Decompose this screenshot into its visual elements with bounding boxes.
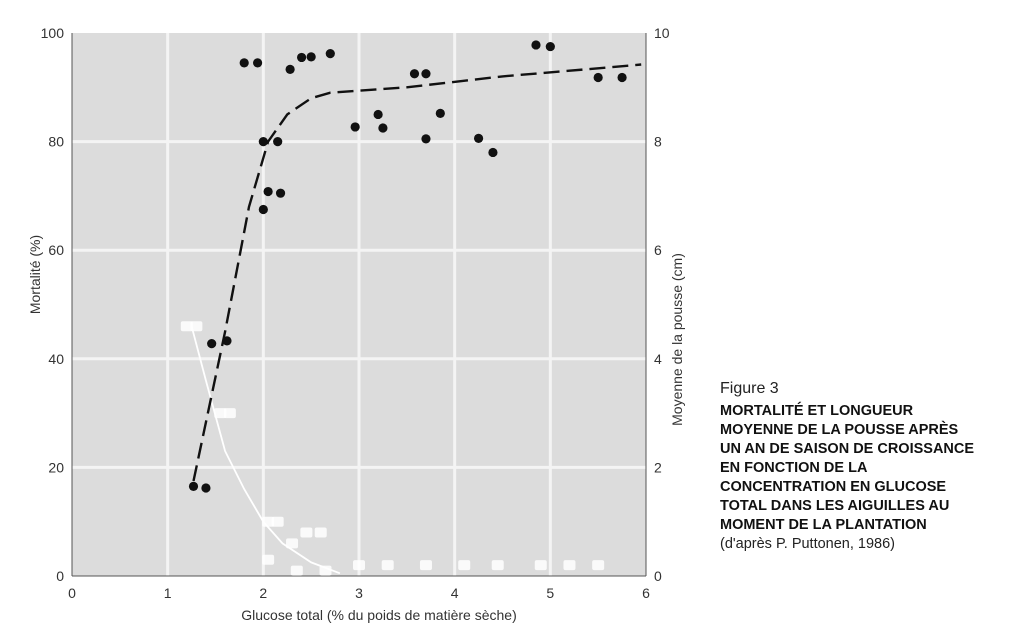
- mortality-point: [378, 123, 388, 133]
- growth-point: [353, 560, 365, 571]
- x-tick-label: 3: [355, 585, 363, 601]
- mortality-point: [258, 137, 268, 147]
- growth-point: [290, 565, 303, 576]
- growth-point: [491, 560, 504, 571]
- growth-point: [381, 560, 394, 571]
- mortality-point: [263, 186, 273, 197]
- mortality-point: [325, 49, 335, 59]
- mortality-series: [188, 40, 642, 493]
- x-tick-label: 1: [164, 585, 172, 601]
- y-left-tick-label: 100: [41, 25, 65, 41]
- growth-point: [592, 560, 605, 571]
- y-right-tick-label: 10: [654, 25, 670, 41]
- mortality-point: [275, 188, 286, 198]
- axes: [71, 33, 647, 577]
- mortality-point: [617, 72, 627, 83]
- x-axis-title: Glucose total (% du poids de matière sèc…: [241, 607, 516, 623]
- growth-point: [214, 408, 227, 419]
- growth-point: [262, 554, 275, 565]
- mortality-point: [488, 147, 498, 158]
- mortality-point: [350, 122, 360, 132]
- mortality-point: [297, 52, 307, 63]
- mortality-point: [258, 204, 268, 215]
- y-left-tick-label: 0: [56, 568, 64, 584]
- grid: [72, 33, 646, 576]
- mortality-point: [201, 483, 211, 493]
- mortality-point: [306, 52, 316, 62]
- y-left-tick-label: 40: [48, 351, 64, 367]
- growth-point: [458, 560, 471, 571]
- y-right-tick-label: 0: [654, 568, 662, 584]
- mortality-point: [473, 133, 484, 143]
- mortality-point: [239, 58, 249, 68]
- growth-point: [286, 538, 299, 549]
- growth-point: [271, 516, 284, 527]
- figure-caption: Figure 3 MORTALITÉ ET LONGUEUR MOYENNE D…: [720, 380, 1020, 554]
- mortality-point: [252, 58, 263, 68]
- mortality-point: [373, 109, 383, 120]
- caption-source: (d'après P. Puttonen, 1986): [720, 536, 896, 552]
- x-tick-label: 0: [68, 585, 76, 601]
- y-right-tick-label: 2: [654, 459, 662, 475]
- caption-title: MORTALITÉ ET LONGUEUR MOYENNE DE LA POUS…: [720, 403, 975, 533]
- growth-point: [300, 527, 313, 538]
- y-right-tick-label: 8: [654, 134, 662, 150]
- growth-point: [314, 527, 327, 538]
- x-tick-label: 4: [451, 585, 459, 601]
- y-left-axis-title: Mortalité (%): [27, 235, 43, 314]
- mortality-point: [273, 137, 283, 147]
- caption-figure-number: Figure 3: [720, 380, 779, 397]
- x-tick-label: 6: [642, 585, 650, 601]
- growth-point: [223, 408, 236, 419]
- growth-point: [419, 560, 432, 571]
- y-right-tick-label: 6: [654, 242, 662, 258]
- growth-point: [534, 560, 547, 571]
- mortality-point: [207, 338, 217, 349]
- growth-point: [563, 560, 576, 571]
- y-left-tick-label: 80: [48, 134, 64, 150]
- y-right-axis-title: Moyenne de la pousse (cm): [669, 253, 685, 426]
- x-tick-label: 2: [259, 585, 267, 601]
- mortality-point: [531, 40, 541, 50]
- growth-point: [190, 321, 203, 332]
- mortality-trend-line: [192, 63, 642, 482]
- mortality-point: [545, 41, 555, 52]
- growth-trend-line: [190, 325, 341, 575]
- x-tick-label: 5: [546, 585, 554, 601]
- growth-series: [180, 321, 605, 576]
- mortality-point: [285, 64, 295, 74]
- y-left-tick-label: 60: [48, 242, 64, 258]
- mortality-point: [593, 72, 603, 83]
- mortality-point: [188, 481, 199, 492]
- y-right-tick-label: 4: [654, 351, 662, 367]
- mortality-point: [409, 69, 420, 79]
- y-left-tick-label: 20: [48, 459, 64, 475]
- mortality-point: [421, 69, 431, 79]
- mortality-point: [435, 108, 445, 118]
- growth-point: [180, 321, 193, 332]
- mortality-point: [421, 134, 431, 144]
